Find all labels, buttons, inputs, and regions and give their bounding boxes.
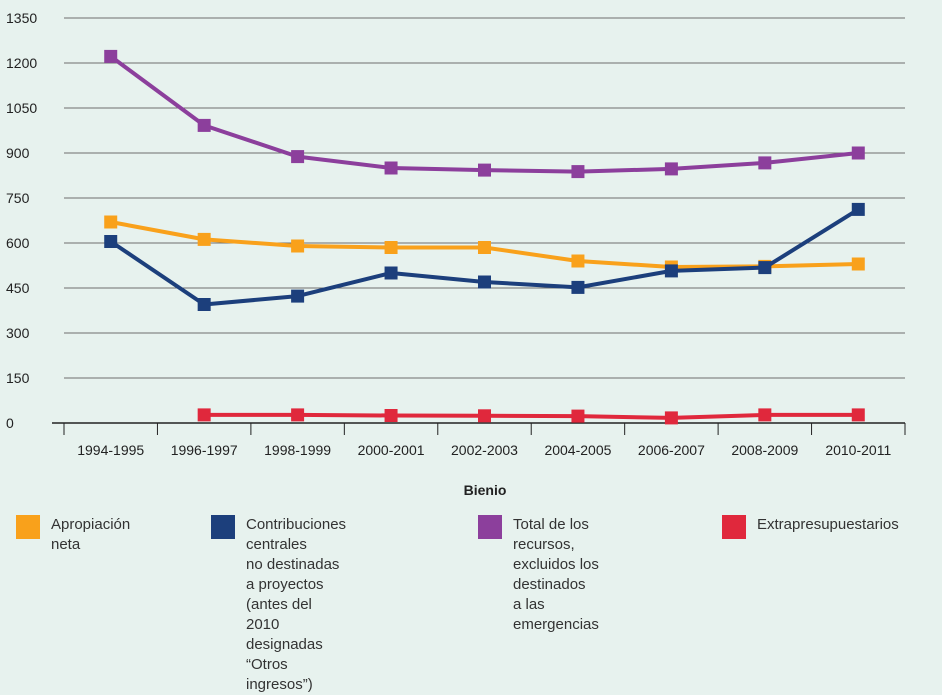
- y-tick-label: 600: [6, 235, 30, 251]
- data-point-marker: [291, 239, 305, 253]
- data-point-marker: [571, 165, 585, 179]
- legend-label: Contribuciones centrales no destinadas a…: [246, 516, 347, 693]
- series-layer: [104, 49, 865, 425]
- data-point-marker: [384, 161, 398, 175]
- legend-swatch: [211, 515, 235, 539]
- x-tick-label: 1998-1999: [264, 442, 331, 458]
- data-point-marker: [384, 266, 398, 280]
- y-tick-label: 450: [6, 280, 30, 296]
- data-point-marker: [478, 409, 491, 423]
- series-1: [104, 202, 865, 311]
- data-point-marker: [197, 408, 211, 422]
- data-point-marker: [571, 409, 585, 423]
- legend: Apropiación neta Contribuciones centrale…: [0, 512, 942, 693]
- legend-swatch: [16, 515, 40, 539]
- legend-label: Total de los recursos, excluidos los des…: [513, 516, 599, 633]
- y-tick-label: 1200: [6, 55, 37, 71]
- legend-label: Apropiación neta: [51, 516, 131, 553]
- y-tick-label: 1350: [6, 10, 37, 26]
- x-tick-label: 1996-1997: [171, 442, 238, 458]
- legend-label: Extrapresupuestarios: [757, 516, 899, 533]
- x-tick-label: 2008-2009: [731, 442, 798, 458]
- data-point-marker: [291, 150, 305, 164]
- data-point-marker: [851, 146, 865, 160]
- data-point-marker: [851, 408, 865, 422]
- x-tick-label: 2006-2007: [638, 442, 705, 458]
- series-0: [104, 215, 865, 274]
- data-point-marker: [664, 264, 678, 278]
- y-tick-label: 750: [6, 190, 30, 206]
- y-tick-label: 900: [6, 145, 30, 161]
- x-tick-label: 1994-1995: [77, 442, 144, 458]
- series-line: [109, 207, 860, 307]
- data-point-marker: [291, 408, 305, 422]
- data-point-marker: [197, 118, 211, 132]
- series-line: [109, 54, 859, 174]
- data-point-marker: [197, 298, 211, 311]
- data-point-marker: [478, 241, 491, 254]
- y-tick-label: 150: [6, 370, 30, 386]
- data-point-marker: [197, 232, 211, 246]
- data-point-marker: [758, 261, 772, 275]
- data-point-marker: [384, 409, 398, 422]
- data-point-marker: [478, 163, 491, 177]
- tick-labels: 0 150 300 450 600 750 900 1050 1200 1350 1994-1995…: [6, 10, 891, 458]
- x-tick-label: 2004-2005: [544, 442, 611, 458]
- data-point-marker: [384, 241, 398, 254]
- data-point-marker: [291, 289, 305, 303]
- x-tick-label: 2002-2003: [451, 442, 518, 458]
- data-point-marker: [851, 202, 865, 216]
- data-point-marker: [104, 215, 118, 229]
- data-point-marker: [104, 235, 118, 248]
- data-point-marker: [478, 275, 491, 289]
- y-tick-label: 1050: [6, 100, 37, 116]
- y-tick-label: 300: [6, 325, 30, 341]
- x-tick-label: 2010-2011: [825, 442, 891, 458]
- gridlines: [64, 17, 905, 379]
- axes: [52, 422, 906, 435]
- data-point-marker: [571, 280, 585, 294]
- data-point-marker: [758, 408, 772, 422]
- x-tick-label: 2000-2001: [358, 442, 425, 458]
- data-point-marker: [758, 156, 772, 170]
- legend-swatch: [478, 515, 502, 539]
- series-3: [197, 408, 865, 425]
- series-line: [204, 412, 859, 420]
- y-tick-label: 0: [6, 415, 14, 431]
- data-point-marker: [571, 254, 585, 268]
- data-point-marker: [104, 49, 118, 63]
- data-point-marker: [664, 411, 678, 425]
- data-point-marker: [664, 162, 678, 176]
- legend-swatch: [722, 515, 746, 539]
- data-point-marker: [851, 257, 865, 271]
- line-chart: 0 150 300 450 600 750 900 1050 1200 1350 1994-1995…: [6, 10, 906, 498]
- series-2: [104, 49, 865, 179]
- x-axis-label: Bienio: [464, 482, 507, 498]
